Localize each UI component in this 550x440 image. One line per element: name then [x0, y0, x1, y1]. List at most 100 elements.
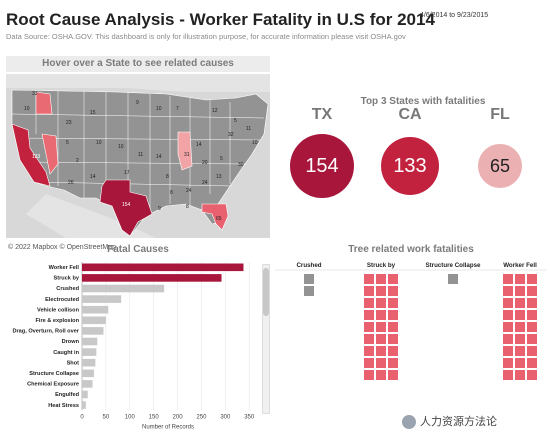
state-count: 11 — [138, 152, 143, 158]
cause-bar[interactable] — [82, 348, 97, 356]
top3-bubble[interactable]: 133 — [381, 137, 439, 195]
fatality-unit-square — [364, 370, 374, 380]
fatality-unit-square — [388, 286, 398, 296]
state-count: 17 — [124, 170, 130, 176]
fatality-unit-square — [527, 370, 537, 380]
cause-bar[interactable] — [82, 369, 94, 378]
fatality-unit-square — [527, 334, 537, 344]
fatality-unit-square — [304, 274, 314, 284]
state-count-fl: 65 — [216, 216, 222, 222]
top3-bubble[interactable]: 65 — [478, 144, 522, 188]
fatality-unit-square — [376, 370, 386, 380]
fatality-unit-square — [503, 274, 513, 284]
state-texas[interactable] — [99, 179, 153, 237]
fatal-causes-header: Fatal Causes — [6, 244, 270, 258]
top3-title: Top 3 States with fatalities — [360, 96, 486, 107]
fatality-unit-square — [364, 358, 374, 368]
top3-value: 65 — [489, 156, 511, 176]
map-panel-header: Hover over a State to see related causes — [6, 56, 270, 72]
cause-bar[interactable] — [82, 316, 106, 325]
map-credit[interactable]: © 2022 Mapbox © OpenStreetMap — [8, 244, 116, 251]
cause-bar[interactable] — [82, 263, 244, 272]
cause-bar[interactable] — [82, 327, 104, 335]
chart-scrollbar-thumb[interactable] — [263, 268, 269, 316]
cause-bar[interactable] — [82, 295, 122, 303]
state-washington[interactable] — [35, 91, 53, 115]
bar-category-label: Drag, Overturn, Roll over — [12, 329, 79, 335]
map-panel: Hover over a State to see related causes — [6, 56, 270, 251]
fatal-causes-chart[interactable]: 0 50 100 150 200 250 300 350 Worker Fell Struck b… — [6, 258, 270, 440]
fatality-unit-square — [503, 370, 513, 380]
fatality-unit-square — [364, 310, 374, 320]
tree-fatalities-title: Tree related work fatalities — [348, 244, 474, 255]
x-tick-label: 50 — [103, 414, 110, 420]
fatality-unit-square — [388, 346, 398, 356]
fatality-unit-square — [388, 298, 398, 308]
page-title: Root Cause Analysis - Worker Fatality in… — [6, 10, 435, 29]
cause-bar[interactable] — [82, 390, 88, 399]
cause-bar[interactable] — [82, 274, 222, 282]
bar-category-label: Shot — [67, 360, 80, 366]
x-axis-label: Number of Records — [142, 424, 194, 430]
fatality-unit-square — [515, 334, 525, 344]
wechat-icon — [402, 415, 416, 430]
cause-bar[interactable] — [82, 305, 109, 314]
state-count: 10 — [96, 140, 102, 146]
fatality-unit-square — [503, 358, 513, 368]
fatality-unit-square — [515, 274, 525, 284]
state-count: 26 — [68, 180, 74, 186]
fatality-unit-square — [304, 286, 314, 296]
state-count: 24 — [186, 188, 192, 194]
cause-bar[interactable] — [82, 358, 96, 367]
bar-category-label: Caught in — [53, 350, 79, 356]
cause-bar[interactable] — [82, 284, 165, 293]
state-count: 32 — [228, 132, 234, 138]
state-count: 8 — [186, 204, 189, 210]
top3-bubble[interactable]: 154 — [290, 134, 354, 198]
fatality-unit-square — [364, 334, 374, 344]
top3-state-label: TX — [311, 106, 333, 123]
state-count: 10 — [24, 106, 30, 112]
fatality-unit-square — [388, 334, 398, 344]
state-count: 14 — [196, 142, 202, 148]
state-nevada[interactable] — [41, 133, 59, 175]
date-range: 4/6/2014 to 9/23/2015 — [420, 12, 489, 19]
state-count: 8 — [166, 174, 169, 180]
state-california[interactable] — [11, 123, 51, 187]
fatality-unit-square — [376, 322, 386, 332]
state-florida[interactable] — [201, 203, 229, 231]
state-count: 14 — [156, 154, 162, 160]
state-count-labels: 33 10 23 15 9 10 7 12 31 14 32 5 11 10 1… — [24, 91, 258, 222]
state-count: 20 — [202, 160, 208, 166]
tree-column-header: Worker Fell — [503, 262, 537, 269]
tree-column-header: Structure Collapse — [425, 262, 481, 269]
fatality-unit-square — [515, 358, 525, 368]
state-count: 8 — [170, 190, 173, 196]
fatality-unit-square — [527, 322, 537, 332]
state-count: 2 — [76, 158, 79, 164]
fatality-unit-square — [388, 322, 398, 332]
watermark: 人力资源方法论 — [402, 413, 497, 430]
fatality-unit-square — [388, 274, 398, 284]
cause-bar[interactable] — [82, 337, 98, 346]
cause-bar[interactable] — [82, 401, 86, 409]
x-tick-label: 250 — [196, 414, 207, 420]
us-map-svg[interactable]: 33 10 23 15 9 10 7 12 31 14 32 5 11 10 1… — [6, 74, 270, 238]
cause-bar[interactable] — [82, 380, 93, 388]
us-state-map[interactable]: 33 10 23 15 9 10 7 12 31 14 32 5 11 10 1… — [6, 74, 270, 251]
tree-fatalities-chart[interactable]: Crushed Struck by Structure Collapse Worker… — [275, 258, 547, 428]
chart-scrollbar[interactable] — [262, 264, 270, 414]
state-count: 13 — [216, 174, 222, 180]
canada-land — [6, 74, 270, 92]
fatality-unit-square — [527, 358, 537, 368]
state-count: 23 — [66, 120, 72, 126]
bar-category-label: Crushed — [56, 286, 79, 292]
state-illinois[interactable] — [177, 131, 193, 171]
fatality-unit-square — [503, 298, 513, 308]
state-count: 5 — [220, 156, 223, 162]
tree-fatalities-panel: Tree related work fatalities Crushed Stru… — [275, 244, 547, 440]
state-count: 9 — [136, 100, 139, 106]
fatality-unit-square — [388, 370, 398, 380]
fatality-unit-square — [515, 370, 525, 380]
state-count: 15 — [90, 110, 96, 116]
